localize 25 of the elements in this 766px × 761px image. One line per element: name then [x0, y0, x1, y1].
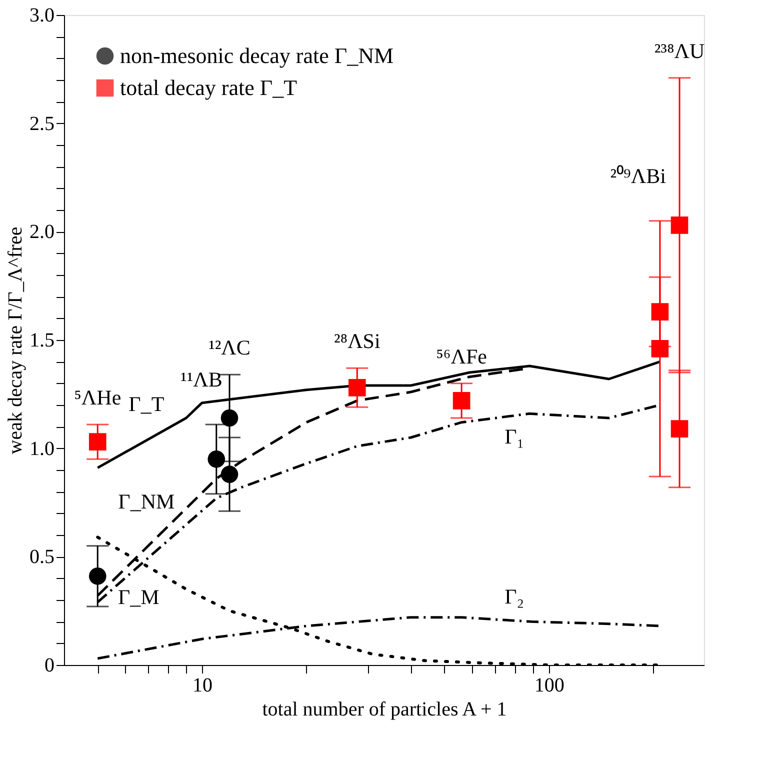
y-tick-label: 1.5: [30, 330, 54, 352]
annotation: ⁵ΛHe: [74, 386, 122, 410]
y-tick-label: 0.5: [30, 546, 54, 568]
y-tick-label: 3.0: [30, 4, 54, 26]
y-tick-label: 2.0: [30, 221, 54, 244]
annotation: Γ_T: [128, 392, 164, 416]
legend-label: total decay rate Γ_T: [120, 75, 298, 100]
y-tick-label: 1.0: [30, 438, 54, 460]
annotation: Γ_NM: [118, 489, 175, 514]
x-tick-label: 100: [534, 674, 564, 696]
y-tick-label: 0: [44, 654, 54, 676]
x-axis-title: total number of particles A + 1: [262, 698, 507, 720]
annotation: ¹²ΛC: [208, 336, 250, 360]
y-tick-label: 2.5: [30, 112, 54, 135]
y-axis-title: weak decay rate Γ/Γ_Λ^free: [4, 226, 26, 454]
annotation: Γ₂: [504, 584, 524, 609]
annotation: ²⁸ΛSi: [334, 329, 380, 354]
annotation: Γ₁: [504, 424, 524, 449]
annotation: ¹¹ΛB: [180, 368, 222, 392]
x-tick-label: 10: [192, 674, 213, 696]
annotation: ⁵⁶ΛFe: [436, 344, 487, 368]
annotation: Γ_M: [118, 585, 160, 609]
legend-label: non-mesonic decay rate Γ_NM: [120, 43, 394, 68]
annotation: ²³⁸ΛU: [654, 38, 705, 63]
annotation: ²⁰⁹ΛBi: [610, 164, 666, 188]
